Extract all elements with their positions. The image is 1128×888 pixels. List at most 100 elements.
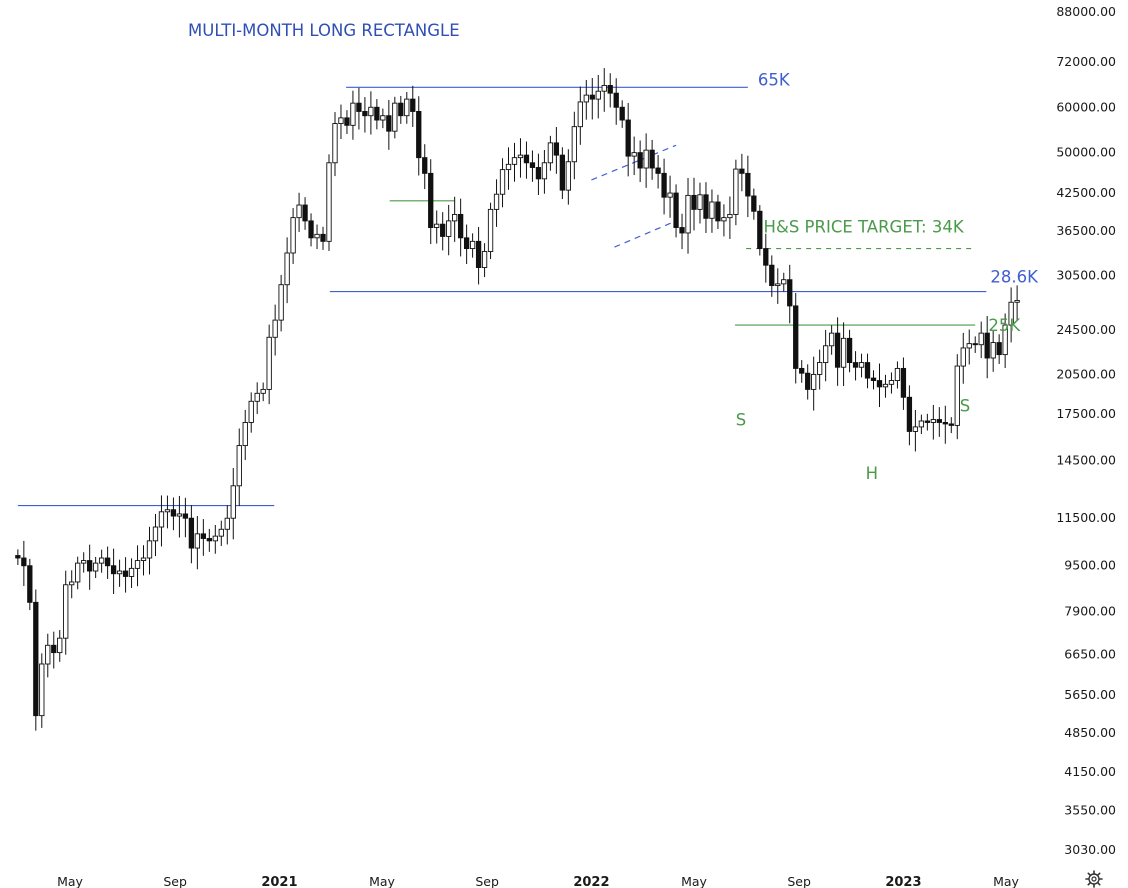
candle: [1002, 313, 1008, 368]
candle: [511, 142, 518, 182]
candle-body: [918, 420, 925, 428]
candle-body: [565, 161, 571, 191]
candle-body: [607, 85, 613, 94]
y-tick-label: 4150.00: [1064, 764, 1116, 779]
candle-body: [452, 213, 458, 222]
candle-body: [745, 172, 751, 197]
candle: [733, 159, 739, 226]
candle: [57, 630, 63, 662]
level-label: 28.6K: [990, 268, 1039, 287]
candle-body: [206, 538, 212, 542]
candle: [332, 112, 338, 177]
candle-body: [152, 526, 159, 542]
candle-body: [529, 162, 536, 168]
candle: [769, 255, 775, 297]
candle-body: [990, 342, 996, 359]
candle: [21, 540, 27, 586]
x-tick-label: Sep: [163, 874, 187, 888]
candle-body: [230, 485, 236, 519]
candle: [284, 237, 290, 304]
candle-body: [440, 223, 446, 237]
candle-body: [984, 332, 990, 359]
candle: [763, 233, 769, 283]
candle-body: [260, 388, 266, 394]
candle-body: [787, 279, 793, 307]
x-tick-label: May: [681, 874, 707, 888]
candle: [649, 139, 655, 180]
candle-body: [487, 208, 494, 252]
candle-body: [571, 126, 577, 163]
candle: [906, 385, 913, 446]
candle: [362, 97, 368, 133]
y-tick-label: 9500.00: [1064, 558, 1116, 573]
candle-body: [416, 111, 422, 159]
candle: [176, 495, 183, 538]
candle: [428, 159, 434, 245]
candle: [92, 556, 99, 579]
candle-body: [392, 102, 398, 132]
candle-body: [799, 367, 805, 374]
gear-icon[interactable]: [1085, 870, 1103, 888]
pattern-label: S: [736, 411, 746, 430]
candle: [619, 100, 625, 128]
candle-body: [475, 240, 482, 269]
candle: [661, 158, 667, 215]
candle-body: [104, 557, 111, 567]
candle: [882, 374, 889, 398]
candle: [739, 153, 745, 192]
candle: [900, 357, 907, 410]
candle: [140, 545, 147, 576]
candle: [122, 557, 129, 593]
x-tick-label: 2022: [573, 875, 609, 888]
y-tick-label: 42500.00: [1056, 185, 1116, 200]
candle: [673, 184, 679, 238]
candle: [63, 570, 69, 655]
candle-body: [290, 217, 296, 254]
candle: [876, 363, 883, 408]
candle-body: [140, 557, 147, 562]
candle-body: [900, 367, 907, 398]
candle-body: [410, 98, 416, 112]
candle-body: [499, 169, 506, 195]
candle: [398, 95, 404, 124]
candle: [679, 213, 685, 250]
candle: [146, 526, 153, 575]
y-tick-label: 3550.00: [1064, 803, 1116, 818]
level-label: 25K: [988, 316, 1021, 335]
candle-body: [541, 162, 548, 180]
candle-body: [930, 419, 936, 423]
candle: [535, 153, 542, 195]
candle: [553, 127, 560, 174]
candle-body: [284, 252, 290, 286]
candle: [116, 559, 123, 587]
candle: [110, 548, 117, 595]
candle-body: [182, 513, 189, 519]
candle: [33, 589, 39, 731]
x-axis: May Sep 2021 May Sep 2022 May Sep 2023 May: [57, 874, 1019, 888]
candle-body: [936, 419, 942, 423]
candle-body: [164, 509, 171, 513]
candle: [404, 92, 410, 124]
candle-body: [116, 570, 123, 575]
candle: [757, 205, 763, 256]
candle: [834, 317, 841, 386]
candle: [577, 86, 583, 145]
pattern-label: H: [866, 464, 878, 483]
candle: [152, 513, 159, 557]
candle-body: [350, 102, 356, 126]
candle: [308, 213, 314, 247]
candle-body: [535, 167, 542, 180]
candle-body: [63, 584, 69, 639]
y-tick-label: 36500.00: [1056, 223, 1116, 238]
candle-body: [212, 535, 218, 542]
candle-body: [948, 423, 954, 426]
candle: [1008, 287, 1014, 343]
candle-body: [75, 562, 81, 583]
candle: [98, 549, 105, 573]
candle-body: [254, 392, 260, 402]
candle-body: [996, 342, 1002, 356]
y-tick-label: 11500.00: [1056, 510, 1116, 525]
candle: [380, 108, 386, 129]
candle-body: [757, 210, 763, 250]
